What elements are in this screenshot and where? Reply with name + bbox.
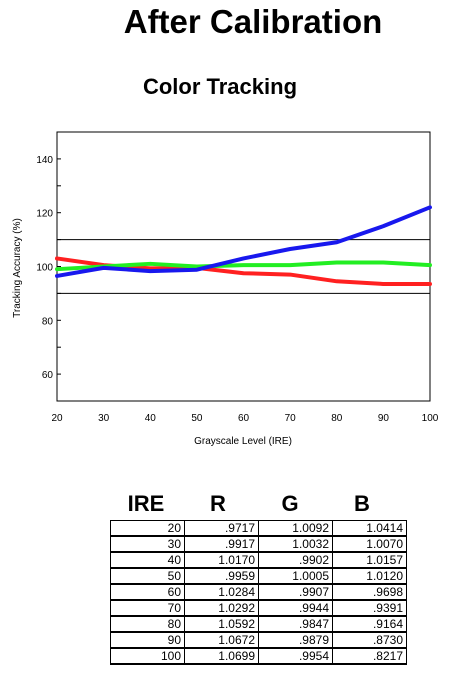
table-cell: .9717 xyxy=(184,520,259,537)
series-line xyxy=(55,260,432,272)
table-cell: .9917 xyxy=(184,535,259,553)
table-row: 70 1.0292.9944.9391 xyxy=(110,599,407,617)
table-cell: 1.0032 xyxy=(258,535,333,553)
table-cell: .8730 xyxy=(332,631,407,649)
x-tick-label: 90 xyxy=(378,413,390,424)
y-tick-label: 60 xyxy=(42,370,54,381)
table-cell: 1.0292 xyxy=(184,599,259,617)
table-cell: 1.0070 xyxy=(332,535,407,553)
table-cell: .9698 xyxy=(332,583,407,601)
table-cell: 1.0699 xyxy=(184,647,259,665)
table-cell: 1.0005 xyxy=(258,567,333,585)
y-tick-label: 100 xyxy=(36,263,53,274)
table-cell: 20 xyxy=(110,520,185,537)
column-header: R xyxy=(210,491,226,516)
x-axis-ticks: 20 30 40 50 60 70 80 90 100 xyxy=(51,413,438,424)
reference-lines xyxy=(57,239,430,294)
table-cell: 1.0157 xyxy=(332,551,407,569)
table-cell: .9391 xyxy=(332,599,407,617)
calibration-table: 20.9717 1.0092 1.0414 30.9917 1.0032 1.0070 40… xyxy=(110,520,407,665)
table-cell: 50 xyxy=(110,567,185,585)
table-cell: 40 xyxy=(110,551,185,569)
table-cell: .8217 xyxy=(332,647,407,665)
x-tick-label: 40 xyxy=(145,413,157,424)
table-cell: 90 xyxy=(110,631,185,649)
color-tracking-chart: 60 80 100 120 140 20 30 40 50 60 70 80 90 100 Graysc… xyxy=(12,131,439,447)
table-cell: 1.0672 xyxy=(184,631,259,649)
table-cell: 1.0592 xyxy=(184,615,259,633)
table-row: 40 1.0170.9902 1.0157 xyxy=(110,551,407,569)
chart-title: Color Tracking xyxy=(142,74,298,99)
page-title: After Calibration xyxy=(123,3,383,40)
table-cell: .9959 xyxy=(184,567,259,585)
table-cell: 1.0414 xyxy=(332,520,407,537)
y-axis-ticks: 60 80 100 120 140 xyxy=(36,131,61,402)
column-header: B xyxy=(354,491,370,516)
table-cell: 100 xyxy=(110,647,185,665)
table-row: 30.9917 1.0032 1.0070 xyxy=(110,535,407,553)
table-cell: 1.0092 xyxy=(258,520,333,537)
table-cell: 1.0284 xyxy=(184,583,259,601)
table-row: 80 1.0592.9847.9164 xyxy=(110,615,407,633)
table-cell: .9954 xyxy=(258,647,333,665)
table-cell: 70 xyxy=(110,599,185,617)
x-tick-label: 50 xyxy=(191,413,203,424)
x-tick-label: 100 xyxy=(422,413,439,424)
table-cell: 80 xyxy=(110,615,185,633)
table-row: 90 1.0672.9879.8730 xyxy=(110,631,407,649)
table-cell: 30 xyxy=(110,535,185,553)
table-cell: 60 xyxy=(110,583,185,601)
series-lines xyxy=(55,205,432,286)
x-tick-label: 80 xyxy=(331,413,343,424)
table-row: 100 1.0699.9954.8217 xyxy=(110,647,407,665)
column-header: G xyxy=(281,491,299,516)
y-tick-label: 120 xyxy=(36,209,53,220)
table-row: 20.9717 1.0092 1.0414 xyxy=(110,520,407,537)
x-tick-label: 70 xyxy=(285,413,297,424)
y-tick-label: 140 xyxy=(36,155,53,166)
x-tick-label: 20 xyxy=(51,413,63,424)
x-axis-label: Grayscale Level (IRE) xyxy=(194,436,292,447)
table-cell: 1.0170 xyxy=(184,551,259,569)
table-cell: .9907 xyxy=(258,583,333,601)
table-row: 60 1.0284.9907.9698 xyxy=(110,583,407,601)
x-tick-label: 60 xyxy=(238,413,250,424)
table-cell: .9944 xyxy=(258,599,333,617)
table-row: 50.9959 1.0005 1.0120 xyxy=(110,567,407,585)
table-cell: 1.0120 xyxy=(332,567,407,585)
series-line xyxy=(55,205,432,278)
x-tick-label: 30 xyxy=(98,413,110,424)
column-header: IRE xyxy=(127,491,165,516)
y-axis-label: Tracking Accuracy (%) xyxy=(12,218,23,318)
y-tick-label: 80 xyxy=(42,316,54,327)
table-cell: .9164 xyxy=(332,615,407,633)
table-header: IRE R G B xyxy=(110,490,398,518)
table-cell: .9879 xyxy=(258,631,333,649)
table-cell: .9847 xyxy=(258,615,333,633)
table-cell: .9902 xyxy=(258,551,333,569)
